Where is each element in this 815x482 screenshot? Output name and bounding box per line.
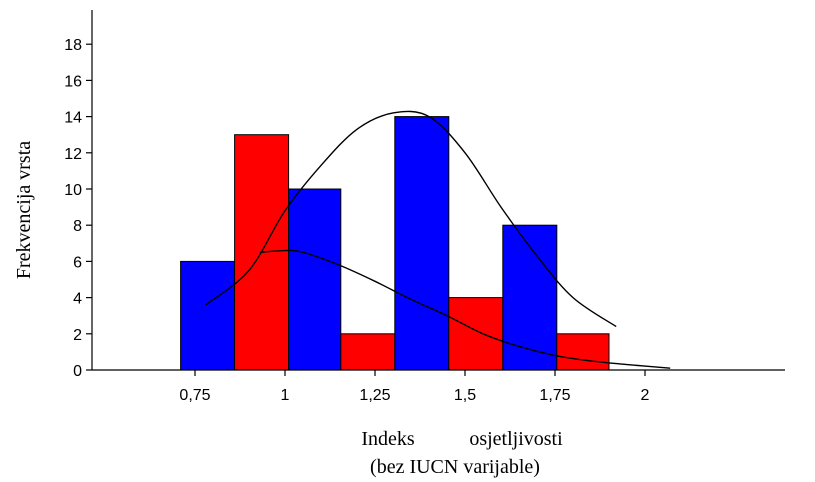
x-tick-label: 1,25	[359, 387, 390, 404]
histogram-bar	[340, 333, 396, 371]
x-tick-label: 2	[641, 387, 650, 404]
y-ticks-layer: 0 2 4 6 8 10 12 14 16 18	[64, 37, 92, 380]
y-tick-label: 10	[64, 182, 82, 199]
x-axis-title-word1: Indeks	[361, 428, 415, 450]
y-tick-label: 6	[73, 254, 82, 271]
y-tick-label: 18	[64, 37, 82, 54]
x-tick-label: 1	[281, 387, 290, 404]
bars-layer	[180, 116, 610, 371]
x-ticks-layer: 0,75 1 1,25 1,5 1,75 2	[179, 370, 650, 404]
y-tick-label: 16	[64, 73, 82, 90]
y-tick-label: 12	[64, 146, 82, 163]
x-axis-title-word2: osjetljivosti	[469, 428, 563, 450]
fitted-curve-2	[259, 249, 671, 369]
histogram-bar	[502, 224, 558, 371]
y-tick-label: 2	[73, 327, 82, 344]
y-tick-label: 8	[73, 218, 82, 235]
histogram-bar	[180, 260, 236, 371]
histogram-bar	[556, 333, 610, 371]
x-tick-label: 1,75	[539, 387, 570, 404]
histogram-bar	[394, 116, 450, 371]
fitted-curve-1	[205, 110, 617, 328]
y-tick-label: 4	[73, 291, 82, 308]
x-tick-label: 1,5	[454, 387, 476, 404]
y-tick-label: 0	[73, 363, 82, 380]
curves-layer	[205, 110, 671, 369]
y-axis-title: Frekvencija vrsta	[13, 141, 35, 279]
histogram-bar	[288, 188, 342, 371]
x-axis-title-line2: (bez IUCN varijable)	[370, 456, 540, 478]
histogram-bar	[448, 297, 504, 371]
x-tick-label: 0,75	[179, 387, 210, 404]
y-tick-label: 14	[64, 110, 82, 127]
